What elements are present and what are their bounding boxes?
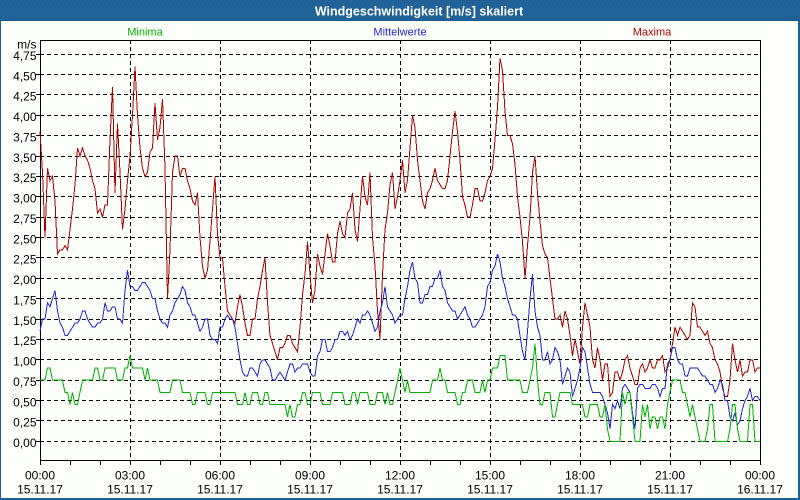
svg-text:3,50: 3,50	[13, 151, 37, 165]
svg-text:0,25: 0,25	[13, 416, 37, 430]
svg-text:0,75: 0,75	[13, 375, 37, 389]
svg-text:15.11.17: 15.11.17	[647, 483, 693, 497]
svg-text:06:00: 06:00	[205, 469, 235, 483]
svg-text:15.11.17: 15.11.17	[377, 483, 423, 497]
svg-text:21:00: 21:00	[655, 469, 685, 483]
svg-text:15.11.17: 15.11.17	[467, 483, 513, 497]
svg-text:Maxima: Maxima	[633, 27, 672, 39]
svg-text:15.11.17: 15.11.17	[197, 483, 243, 497]
svg-text:2,25: 2,25	[13, 253, 37, 267]
svg-text:Windgeschwindigkeit [m/s] skal: Windgeschwindigkeit [m/s] skaliert	[315, 5, 524, 19]
svg-text:3,25: 3,25	[13, 171, 37, 185]
svg-text:1,75: 1,75	[13, 293, 37, 307]
svg-text:00:00: 00:00	[25, 469, 55, 483]
svg-text:15.11.17: 15.11.17	[107, 483, 153, 497]
svg-text:4,25: 4,25	[13, 90, 37, 104]
svg-text:1,50: 1,50	[13, 314, 37, 328]
svg-text:12:00: 12:00	[385, 469, 415, 483]
svg-text:15:00: 15:00	[475, 469, 505, 483]
svg-text:15.11.17: 15.11.17	[287, 483, 333, 497]
svg-text:18:00: 18:00	[565, 469, 595, 483]
svg-text:4,00: 4,00	[13, 110, 37, 124]
svg-text:09:00: 09:00	[295, 469, 325, 483]
svg-text:2,50: 2,50	[13, 232, 37, 246]
svg-text:16.11.17: 16.11.17	[737, 483, 783, 497]
svg-text:Minima: Minima	[127, 27, 163, 39]
svg-text:Mittelwerte: Mittelwerte	[373, 27, 426, 39]
svg-text:2,75: 2,75	[13, 212, 37, 226]
svg-text:03:00: 03:00	[115, 469, 145, 483]
svg-text:4,50: 4,50	[13, 69, 37, 83]
svg-text:3,00: 3,00	[13, 192, 37, 206]
svg-text:00:00: 00:00	[745, 469, 775, 483]
svg-text:2,00: 2,00	[13, 273, 37, 287]
svg-text:4,75: 4,75	[13, 49, 37, 63]
svg-text:15.11.17: 15.11.17	[557, 483, 603, 497]
svg-text:0,50: 0,50	[13, 395, 37, 409]
svg-text:1,00: 1,00	[13, 355, 37, 369]
svg-text:m/s: m/s	[17, 38, 36, 52]
svg-text:1,25: 1,25	[13, 334, 37, 348]
svg-text:15.11.17: 15.11.17	[17, 483, 63, 497]
svg-text:3,75: 3,75	[13, 130, 37, 144]
svg-text:0,00: 0,00	[13, 436, 37, 450]
